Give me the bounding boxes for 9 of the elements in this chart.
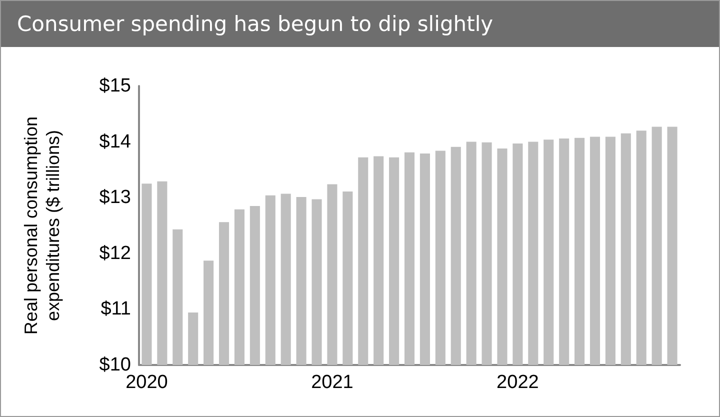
- x-tick-label: 2021: [311, 372, 354, 393]
- y-tick-label: $13: [99, 187, 131, 208]
- y-tick-label: $14: [99, 131, 132, 152]
- y-tick-label: $11: [100, 298, 131, 320]
- y-axis-title: Real personal consumption expenditures ($ trillions): [21, 116, 63, 335]
- y-tick-label: $12: [99, 242, 131, 264]
- y-tick-label: $15: [99, 76, 131, 96]
- x-tick-label: 2022: [496, 372, 539, 393]
- chart-title: Consumer spending has begun to dip slightly: [1, 1, 719, 47]
